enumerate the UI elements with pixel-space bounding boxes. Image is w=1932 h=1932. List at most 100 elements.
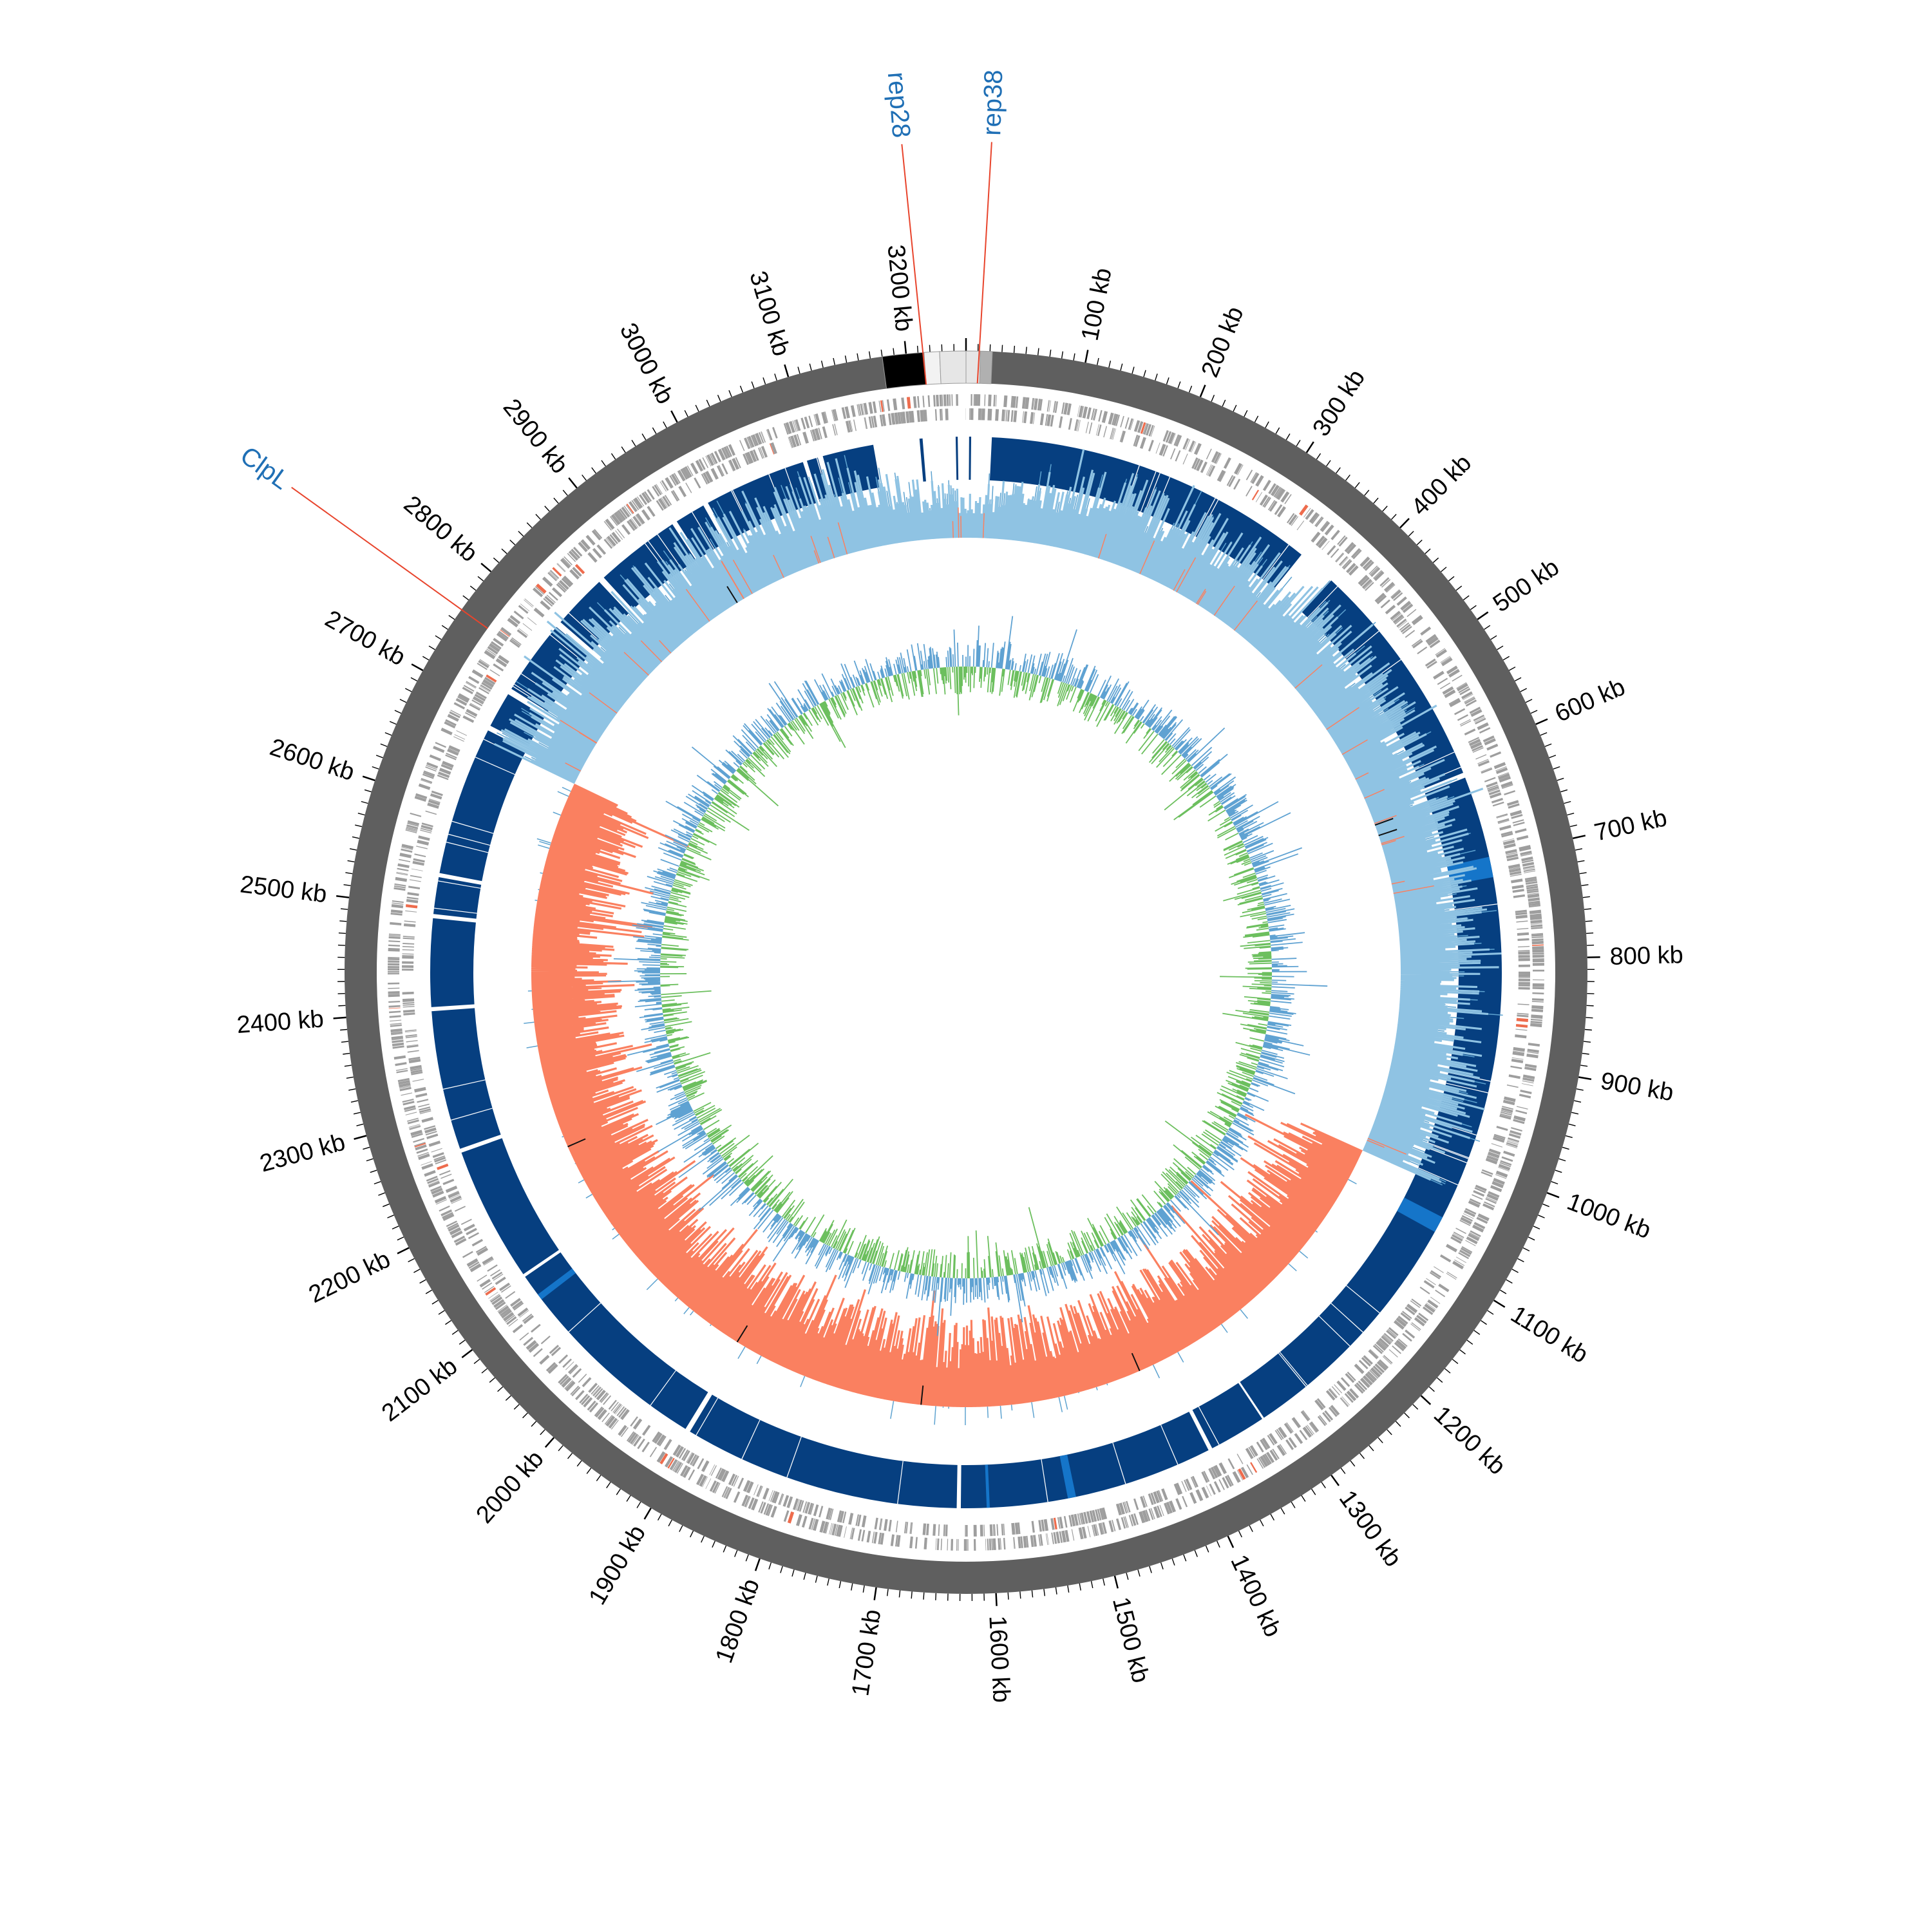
minor-tick — [535, 514, 541, 520]
minor-tick — [657, 1513, 662, 1521]
minor-tick — [364, 789, 372, 793]
minor-tick — [929, 345, 931, 352]
minor-tick — [668, 1519, 672, 1527]
annotation-labels: rep28 rep38 ClpL — [235, 70, 1008, 629]
minor-tick — [739, 385, 744, 393]
minor-tick — [352, 836, 359, 839]
minor-tick — [833, 357, 836, 365]
major-tick — [568, 477, 578, 489]
tick-label: 900 kb — [1598, 1068, 1676, 1107]
minor-tick — [1557, 777, 1564, 781]
minor-tick — [1291, 1501, 1296, 1508]
minor-tick — [1280, 1508, 1285, 1515]
homology-block — [439, 730, 527, 882]
gc-skew-negative — [531, 783, 1363, 1408]
minor-tick — [349, 848, 357, 851]
minor-tick — [1542, 1203, 1549, 1208]
homology-gap — [696, 1397, 719, 1436]
minor-tick — [1311, 1488, 1316, 1495]
minor-tick — [820, 360, 824, 368]
tick-label: 1700 kb — [847, 1607, 886, 1698]
minor-tick — [1490, 635, 1497, 640]
minor-tick — [522, 1412, 528, 1419]
minor-tick — [1530, 710, 1538, 714]
homology-gap — [1279, 1352, 1308, 1386]
minor-tick — [1560, 789, 1568, 793]
minor-tick — [383, 1203, 390, 1208]
minor-tick — [353, 1112, 361, 1115]
minor-tick — [1378, 1437, 1383, 1444]
homology-bright-block — [538, 1268, 576, 1300]
minor-tick — [1425, 548, 1431, 554]
tick-label: 2000 kb — [471, 1446, 549, 1529]
annotation-label-clpl: ClpL — [235, 441, 294, 495]
homology-gap — [1112, 1443, 1126, 1484]
minor-tick — [1484, 625, 1491, 630]
contig-ring — [882, 350, 993, 389]
minor-tick — [1137, 1569, 1141, 1577]
minor-tick — [1382, 506, 1388, 512]
minor-tick — [1120, 363, 1123, 371]
minor-tick — [445, 1320, 451, 1325]
tick-label: 500 kb — [1488, 554, 1564, 618]
minor-tick — [626, 1495, 631, 1502]
minor-tick — [1354, 482, 1360, 489]
minor-tick — [428, 645, 435, 650]
minor-tick — [526, 522, 533, 528]
minor-tick — [425, 1289, 432, 1294]
gc-skew-negative-spikes — [560, 507, 1434, 1155]
minor-tick — [1270, 1513, 1275, 1521]
homology-gap — [1446, 1083, 1488, 1094]
minor-tick — [1260, 1519, 1264, 1527]
minor-tick — [1254, 415, 1259, 422]
minor-tick — [1576, 1088, 1584, 1091]
minor-tick — [346, 1076, 354, 1079]
minor-tick — [857, 353, 859, 361]
minor-tick — [451, 1330, 459, 1335]
tick-label: 2700 kb — [321, 605, 410, 671]
tick-label: 800 kb — [1609, 942, 1683, 971]
homology-gap — [1428, 1142, 1469, 1159]
minor-tick — [1502, 656, 1510, 661]
minor-tick — [886, 1589, 889, 1596]
minor-tick — [1019, 1591, 1021, 1599]
major-tick — [1084, 350, 1089, 363]
minor-tick — [1583, 1041, 1591, 1043]
minor-tick — [1520, 688, 1528, 692]
minor-tick — [338, 1005, 346, 1007]
minor-tick — [1571, 1112, 1579, 1115]
minor-tick — [1326, 460, 1331, 467]
homology-gap — [1307, 586, 1338, 618]
minor-tick — [345, 872, 353, 875]
minor-tick — [501, 548, 507, 554]
minor-tick — [751, 381, 755, 389]
minor-tick — [815, 1575, 818, 1583]
tick-label: 1800 kb — [710, 1575, 765, 1667]
minor-tick — [582, 474, 587, 481]
minor-tick — [1395, 1421, 1401, 1427]
minor-tick — [1368, 1445, 1374, 1452]
minor-tick — [1222, 399, 1226, 407]
tick-label: 2500 kb — [239, 871, 328, 908]
minor-tick — [1205, 1545, 1209, 1553]
major-tick — [1199, 384, 1206, 397]
minor-tick — [1079, 1583, 1081, 1591]
minor-tick — [1500, 1289, 1507, 1294]
minor-tick — [717, 395, 721, 402]
major-tick — [544, 1437, 555, 1448]
minor-tick — [1233, 404, 1237, 412]
tick-label: 1200 kb — [1428, 1401, 1511, 1481]
minor-tick — [591, 467, 596, 474]
minor-tick — [1540, 732, 1548, 736]
minor-tick — [493, 557, 500, 564]
minor-tick — [380, 743, 388, 747]
tick-label: 1500 kb — [1107, 1595, 1154, 1685]
minor-tick — [477, 576, 484, 582]
minor-tick — [1188, 385, 1193, 393]
major-tick — [643, 1508, 652, 1520]
tick-label: 3000 kb — [614, 319, 679, 408]
minor-tick — [361, 800, 368, 804]
minor-tick — [544, 506, 550, 512]
minor-tick — [1582, 896, 1590, 898]
minor-tick — [1579, 872, 1587, 875]
